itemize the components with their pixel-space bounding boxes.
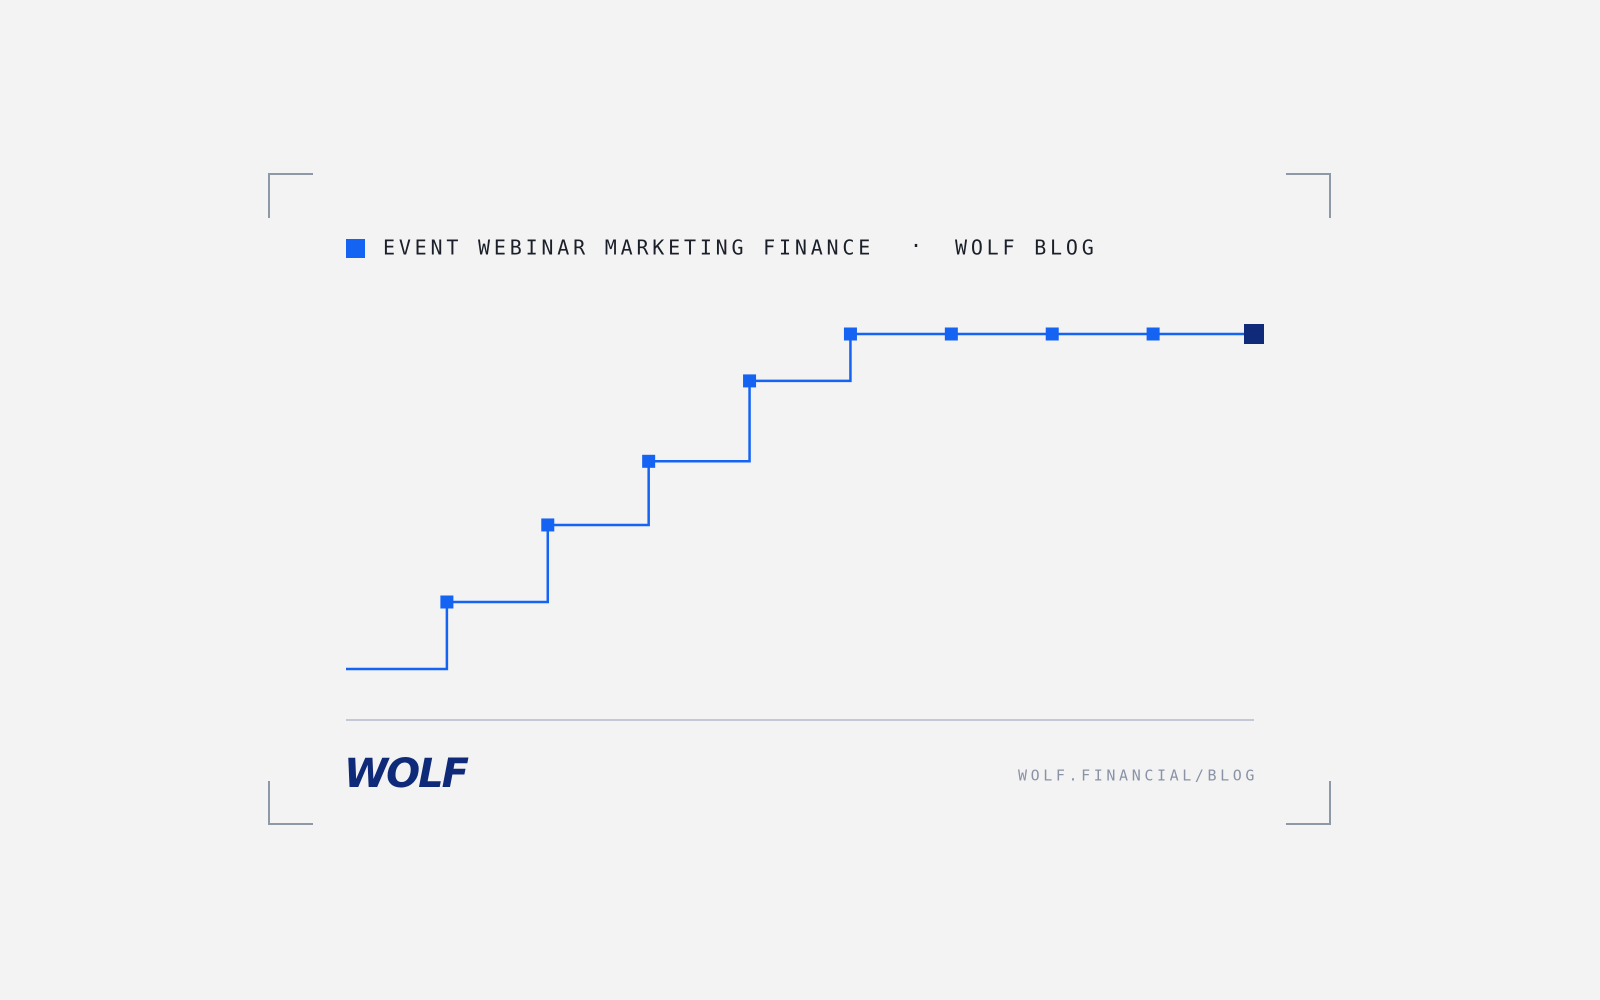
- point-marker: [1046, 328, 1059, 341]
- point-marker: [642, 455, 655, 468]
- point-marker: [844, 328, 857, 341]
- logo: WOLF: [344, 751, 469, 797]
- url: WOLF.FINANCIAL/BLOG: [1018, 767, 1258, 785]
- header-square: [346, 239, 365, 258]
- point-marker: [1147, 328, 1160, 341]
- header-tags: EVENT WEBINAR MARKETING FINANCE: [383, 236, 874, 260]
- header-blog: WOLF BLOG: [955, 236, 1098, 260]
- point-marker: [440, 596, 453, 609]
- point-marker: [541, 518, 554, 531]
- end-marker: [1244, 324, 1264, 344]
- point-marker: [743, 374, 756, 387]
- header-separator: ·: [910, 234, 922, 258]
- point-marker: [945, 328, 958, 341]
